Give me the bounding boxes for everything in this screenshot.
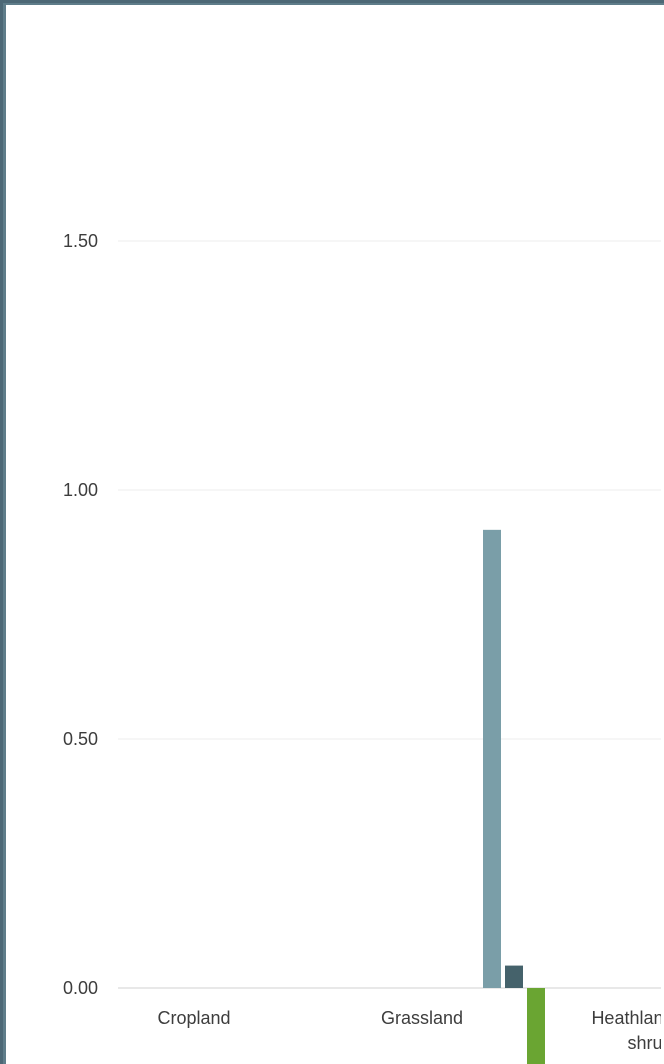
bar [527,988,545,1064]
bar-chart: 0.00 0.50 1.00 1.50 Cropland Grassland Heathla… [63,231,661,1064]
x-tick-label: shrub [627,1033,661,1053]
y-tick-label: 0.50 [63,729,98,749]
x-tick-label: Grassland [381,1008,463,1028]
y-tick-label: 0.00 [63,978,98,998]
x-tick-label: Heathland and [591,1008,661,1028]
chart-panel: 0.00 0.50 1.00 1.50 Cropland Grassland Heathla… [3,3,664,1064]
y-tick-label: 1.00 [63,480,98,500]
bar [483,529,501,988]
y-tick-label: 1.50 [63,231,98,251]
x-tick-label: Cropland [157,1008,230,1028]
bar [505,965,523,988]
